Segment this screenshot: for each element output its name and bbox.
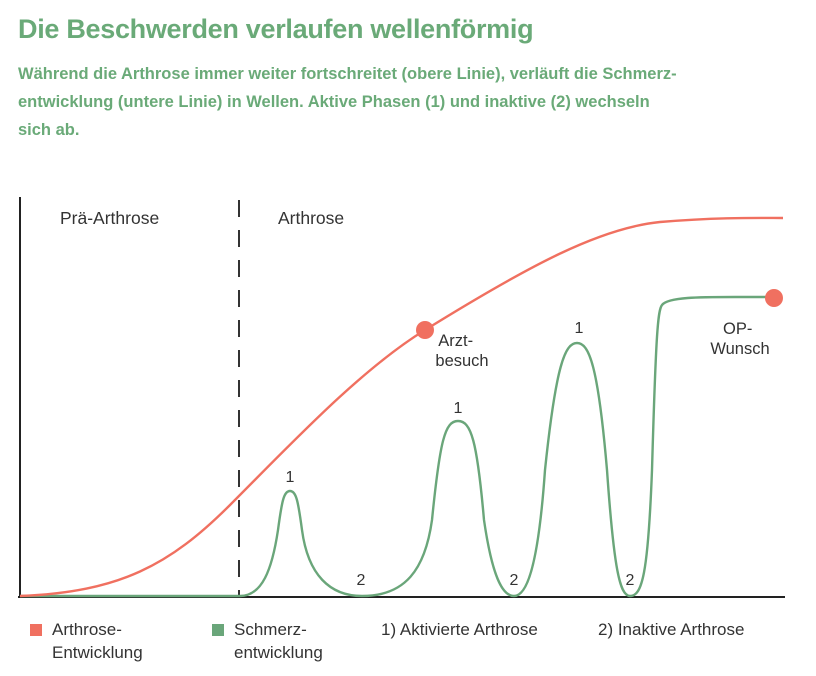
legend-swatch-pain bbox=[212, 624, 224, 636]
active-phase-label: 1 bbox=[286, 469, 295, 486]
inactive-phase-label: 2 bbox=[357, 572, 366, 589]
axes bbox=[18, 197, 785, 598]
surgery-wish-label: OP- Wunsch bbox=[710, 320, 769, 358]
pain-line bbox=[20, 295, 775, 598]
chart-title: Die Beschwerden verlaufen wellenförmig bbox=[18, 14, 534, 44]
doctor-visit-label-line1: Arzt- bbox=[438, 332, 473, 350]
zone-label-pre-arthrosis: Prä-Arthrose bbox=[60, 208, 159, 228]
doctor-visit-label-line2: besuch bbox=[435, 352, 488, 370]
arthrosis-line bbox=[19, 216, 784, 598]
active-phase-label: 1 bbox=[575, 320, 584, 337]
active-phase-label: 1 bbox=[454, 400, 463, 417]
doctor-visit-label: Arzt- besuch bbox=[435, 332, 488, 370]
legend-note-active: 1) Aktivierte Arthrose bbox=[381, 620, 538, 639]
surgery-wish-label-line2: Wunsch bbox=[710, 340, 769, 358]
inactive-phase-label: 2 bbox=[626, 572, 635, 589]
zone-label-arthrosis: Arthrose bbox=[278, 208, 344, 228]
legend-note-inactive: 2) Inaktive Arthrose bbox=[598, 620, 745, 639]
legend-item-arthrosis: Arthrose- Entwicklung bbox=[30, 618, 143, 664]
surgery-wish-label-line1: OP- bbox=[723, 320, 752, 338]
surgery-wish-marker bbox=[765, 289, 783, 307]
legend-swatch-arthrosis bbox=[30, 624, 42, 636]
phase-labels: 1 1 1 2 2 2 bbox=[286, 320, 635, 589]
doctor-visit-marker bbox=[416, 321, 434, 339]
inactive-phase-label: 2 bbox=[510, 572, 519, 589]
chart-subtitle: Während die Arthrose immer weiter fortsc… bbox=[18, 65, 677, 139]
legend-label-pain: Schmerz- entwicklung bbox=[234, 620, 323, 662]
legend-label-arthrosis: Arthrose- Entwicklung bbox=[52, 620, 143, 662]
legend-item-pain: Schmerz- entwicklung bbox=[212, 618, 323, 664]
legend: Arthrose- Entwicklung Schmerz- entwicklu… bbox=[0, 618, 816, 676]
